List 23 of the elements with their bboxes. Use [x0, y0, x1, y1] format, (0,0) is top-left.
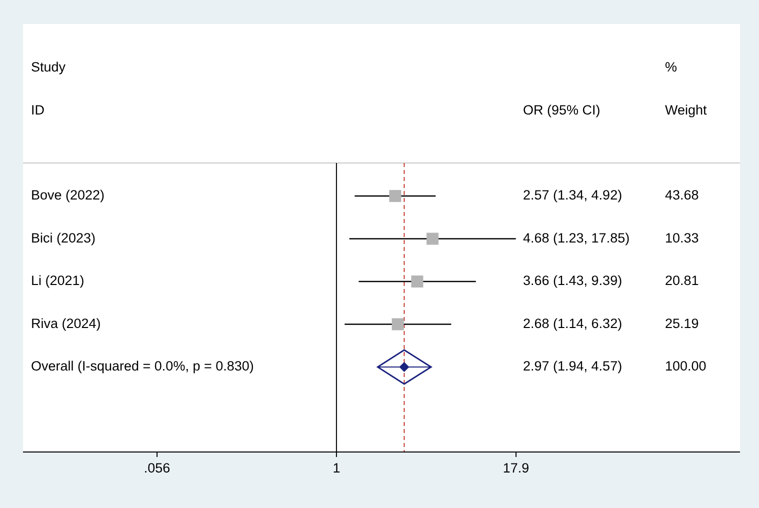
y-tick-label: Riva (2024): [31, 316, 101, 331]
text: 2.68 (1.14, 6.32): [523, 316, 622, 331]
text: 3.66 (1.43, 9.39): [523, 273, 622, 288]
annotation: 25.19: [665, 316, 699, 331]
text: ID: [31, 102, 45, 118]
annotation: 20.81: [665, 273, 699, 288]
y-tick-label: Overall (I-squared = 0.0%, p = 0.830): [31, 358, 254, 374]
y-tick-label: Bove (2022): [31, 188, 105, 203]
annotation: 10.33: [665, 230, 699, 246]
text: 2.57 (1.34, 4.92): [523, 188, 622, 203]
y-tick-label: Li (2021): [31, 273, 84, 288]
x-tick-label: .056: [144, 460, 170, 476]
annotation: 100.00: [665, 358, 706, 374]
text: 2.97 (1.94, 4.57): [523, 358, 622, 374]
text: 4.68 (1.23, 17.85): [523, 230, 630, 246]
y-tick-label: Bici (2023): [31, 230, 96, 246]
x-tick-label: 1: [332, 460, 340, 476]
text: Weight: [665, 102, 708, 118]
annotation: 43.68: [665, 188, 699, 203]
text: OR (95% CI): [523, 102, 600, 118]
text: Study: [31, 60, 66, 75]
x-tick-label: 17.9: [502, 460, 530, 476]
text: %: [665, 60, 678, 75]
